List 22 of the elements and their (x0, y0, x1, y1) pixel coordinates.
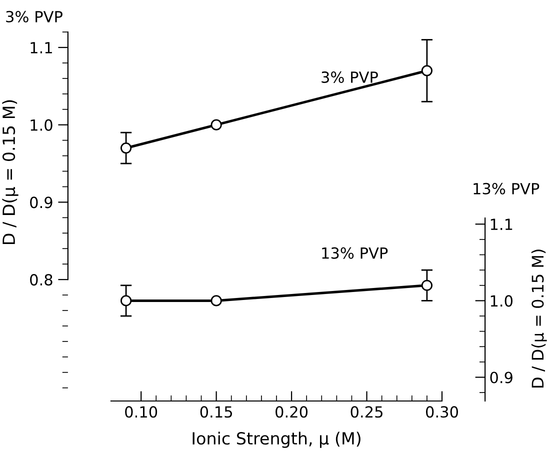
text: 3% PVP (6, 10, 62, 22)
point (210, 119, 222, 130)
y-tick-label: 0.8 (30, 274, 52, 286)
x-tick-label: 0.10 (125, 406, 158, 418)
y2-tick-label: 1.0 (490, 295, 513, 307)
series-label: 3% PVP (322, 71, 378, 83)
y-tick-label: 0.9 (30, 196, 52, 208)
y2-tick-label: 0.9 (490, 372, 512, 384)
point (421, 65, 433, 76)
y-axis-title: D / D(μ = 0.15 M) (2, 100, 18, 244)
y2-axis-title: D / D(μ = 0.15 M) (531, 250, 547, 388)
text: 13% PVP (474, 182, 540, 194)
y-tick-label: 1.0 (30, 119, 52, 131)
x-tick-label: 0.20 (276, 406, 308, 418)
point (120, 142, 132, 154)
y-tick-label: 1.1 (30, 42, 52, 54)
series-label: 13% PVP (322, 247, 388, 259)
x-tick-label: 0.30 (426, 406, 458, 418)
y2-tick-label: 1.1 (490, 218, 512, 230)
x-tick-label: 0.25 (350, 406, 382, 418)
x-axis-title: Ionic Strength, μ (M) (192, 432, 360, 448)
x-tick-label: 0.15 (200, 406, 232, 418)
